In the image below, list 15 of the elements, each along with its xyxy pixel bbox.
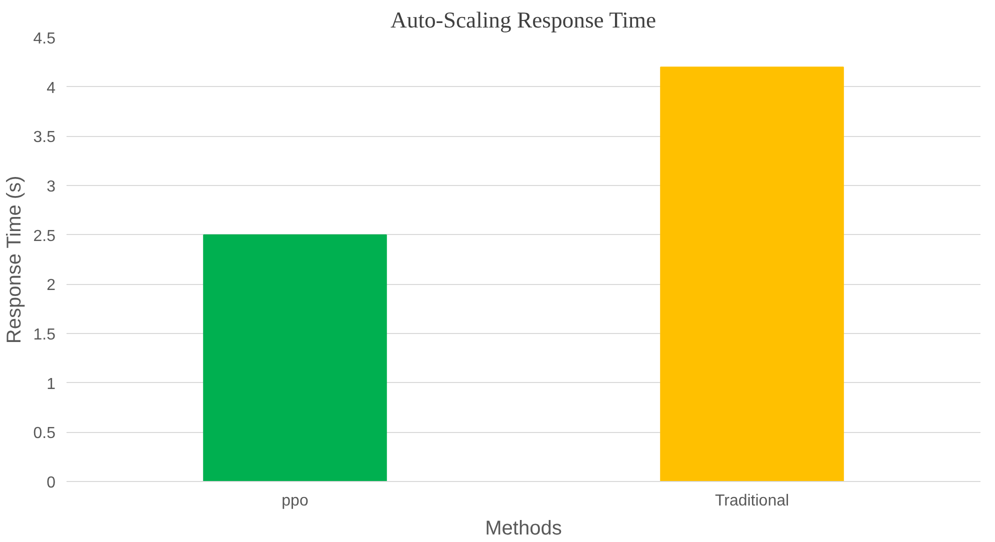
- y-tick-label: 1.5: [33, 326, 56, 344]
- x-axis-title: Methods: [485, 518, 562, 540]
- y-tick-label: 3: [46, 178, 56, 196]
- y-axis-title: Response Time (s): [3, 176, 26, 344]
- x-tick-label: Traditional: [714, 492, 790, 510]
- y-tick-label: 2.5: [33, 228, 56, 245]
- x-tick-label: ppo: [282, 492, 308, 510]
- y-tick-label: 3.5: [33, 129, 56, 146]
- y-tick-label: 4.5: [33, 30, 56, 48]
- chart-title: Auto-Scaling Response Time: [390, 8, 656, 32]
- y-tick-label: 2: [46, 277, 56, 294]
- y-tick-label: 4: [46, 80, 56, 97]
- y-tick-label: 0: [46, 474, 56, 492]
- y-tick-label: 0.5: [33, 425, 56, 442]
- y-tick-label: 1: [46, 376, 56, 393]
